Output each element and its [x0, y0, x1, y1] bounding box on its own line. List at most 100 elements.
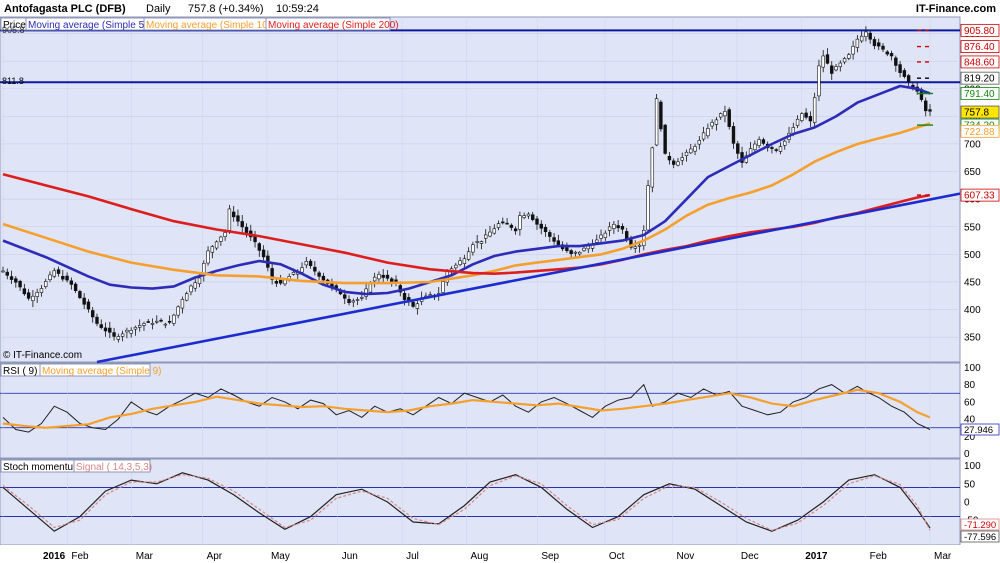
time-tick-label: Oct	[609, 551, 625, 562]
candle-body	[637, 244, 642, 247]
price-level-label: 791.40	[964, 89, 995, 100]
candle-body	[73, 283, 78, 291]
candle-body	[535, 218, 539, 225]
candle-body	[415, 303, 420, 309]
tab-stoch-signal[interactable]	[73, 459, 151, 473]
candle-body	[99, 324, 103, 328]
candle-body	[616, 225, 620, 229]
candle-body	[244, 226, 249, 233]
candle-body	[706, 128, 710, 137]
time-tick-label: Apr	[207, 551, 223, 562]
header-period: Daily	[146, 3, 171, 15]
candle-body	[757, 139, 761, 146]
candle-body	[924, 100, 928, 112]
candle-body	[411, 301, 415, 307]
price-panel	[0, 16, 961, 363]
candle-body	[428, 294, 432, 296]
candle-body	[61, 276, 65, 280]
candle-body	[642, 230, 646, 246]
time-axis-area	[0, 545, 1000, 563]
candle-body	[458, 260, 462, 265]
candle-body	[714, 119, 719, 125]
candle-body	[928, 109, 932, 112]
candle-body	[402, 293, 407, 300]
candle-body	[14, 278, 18, 283]
candle-body	[26, 292, 31, 299]
candle-body	[283, 279, 287, 285]
candle-body	[454, 264, 458, 269]
trendline	[96, 192, 961, 364]
stoch-signal-line	[2, 474, 931, 532]
candle-body	[223, 232, 227, 238]
candle-body	[817, 65, 821, 97]
stoch-value-label-box-2: -77.596	[960, 530, 1000, 543]
candle-body	[582, 247, 586, 251]
copyright-label: © IT-Finance.com	[3, 350, 82, 361]
candle-body	[69, 280, 74, 285]
candle-body	[731, 126, 736, 144]
rsi-axis: 0 20 40 60 80 100	[964, 363, 981, 460]
candle-body	[138, 325, 142, 328]
candle-body	[710, 122, 714, 127]
candle-body	[372, 276, 377, 282]
price-tick-label: 700	[964, 139, 981, 150]
tab-ma200[interactable]	[265, 17, 391, 31]
candle-body	[360, 297, 364, 299]
candle-body	[492, 228, 496, 234]
rsi-tick-label: 80	[964, 380, 976, 391]
time-tick-label: Nov	[677, 551, 695, 562]
candle-body	[620, 226, 625, 230]
candle-body	[501, 221, 505, 224]
candle-body	[488, 231, 492, 237]
candle-body	[300, 267, 304, 273]
candle-body	[257, 243, 262, 251]
price-level-label: 905.80	[964, 26, 995, 37]
candle-body	[808, 116, 813, 122]
candle-body	[240, 221, 244, 228]
candle-body	[727, 109, 731, 127]
candle-body	[877, 42, 881, 47]
candle-body	[150, 323, 155, 325]
time-tick-label: Jul	[406, 551, 419, 562]
candle-body	[531, 214, 535, 220]
price-candles	[1, 26, 932, 343]
price-tick-label: 450	[964, 277, 981, 288]
tab-ma50-label: Moving average (Simple 50)	[28, 20, 153, 31]
candle-body	[552, 237, 556, 242]
candle-body	[753, 143, 757, 150]
time-tick-label: May	[271, 551, 290, 562]
candle-body	[18, 280, 22, 288]
candle-body	[231, 211, 236, 218]
candle-body	[522, 215, 526, 218]
time-tick-label: Dec	[741, 551, 759, 562]
tab-rsi-ma[interactable]	[39, 363, 151, 377]
candle-body	[573, 251, 578, 254]
price-tick-label: 500	[964, 250, 981, 261]
candle-body	[351, 300, 355, 303]
candle-body	[78, 291, 82, 299]
candle-body	[736, 143, 740, 154]
candle-body	[864, 31, 868, 37]
candle-body	[5, 271, 9, 276]
candle-body	[723, 111, 727, 117]
candle-body	[825, 54, 830, 64]
candle-body	[633, 246, 637, 249]
candle-body	[812, 97, 817, 123]
candle-body	[676, 161, 680, 166]
rsi-panel	[0, 362, 961, 459]
candle-body	[855, 38, 860, 48]
candle-body	[556, 240, 561, 246]
candle-body	[35, 292, 39, 297]
candle-body	[599, 234, 603, 239]
candle-body	[569, 250, 573, 254]
stoch-tick-label: 100	[964, 461, 981, 472]
candle-body	[189, 285, 193, 293]
candle-body	[343, 294, 347, 299]
candle-body	[894, 57, 898, 66]
candle-body	[842, 58, 847, 63]
candle-body	[167, 320, 172, 323]
price-grid	[0, 17, 960, 362]
stoch-value-label-1: -71.290	[964, 520, 996, 531]
candle-body	[308, 260, 313, 267]
